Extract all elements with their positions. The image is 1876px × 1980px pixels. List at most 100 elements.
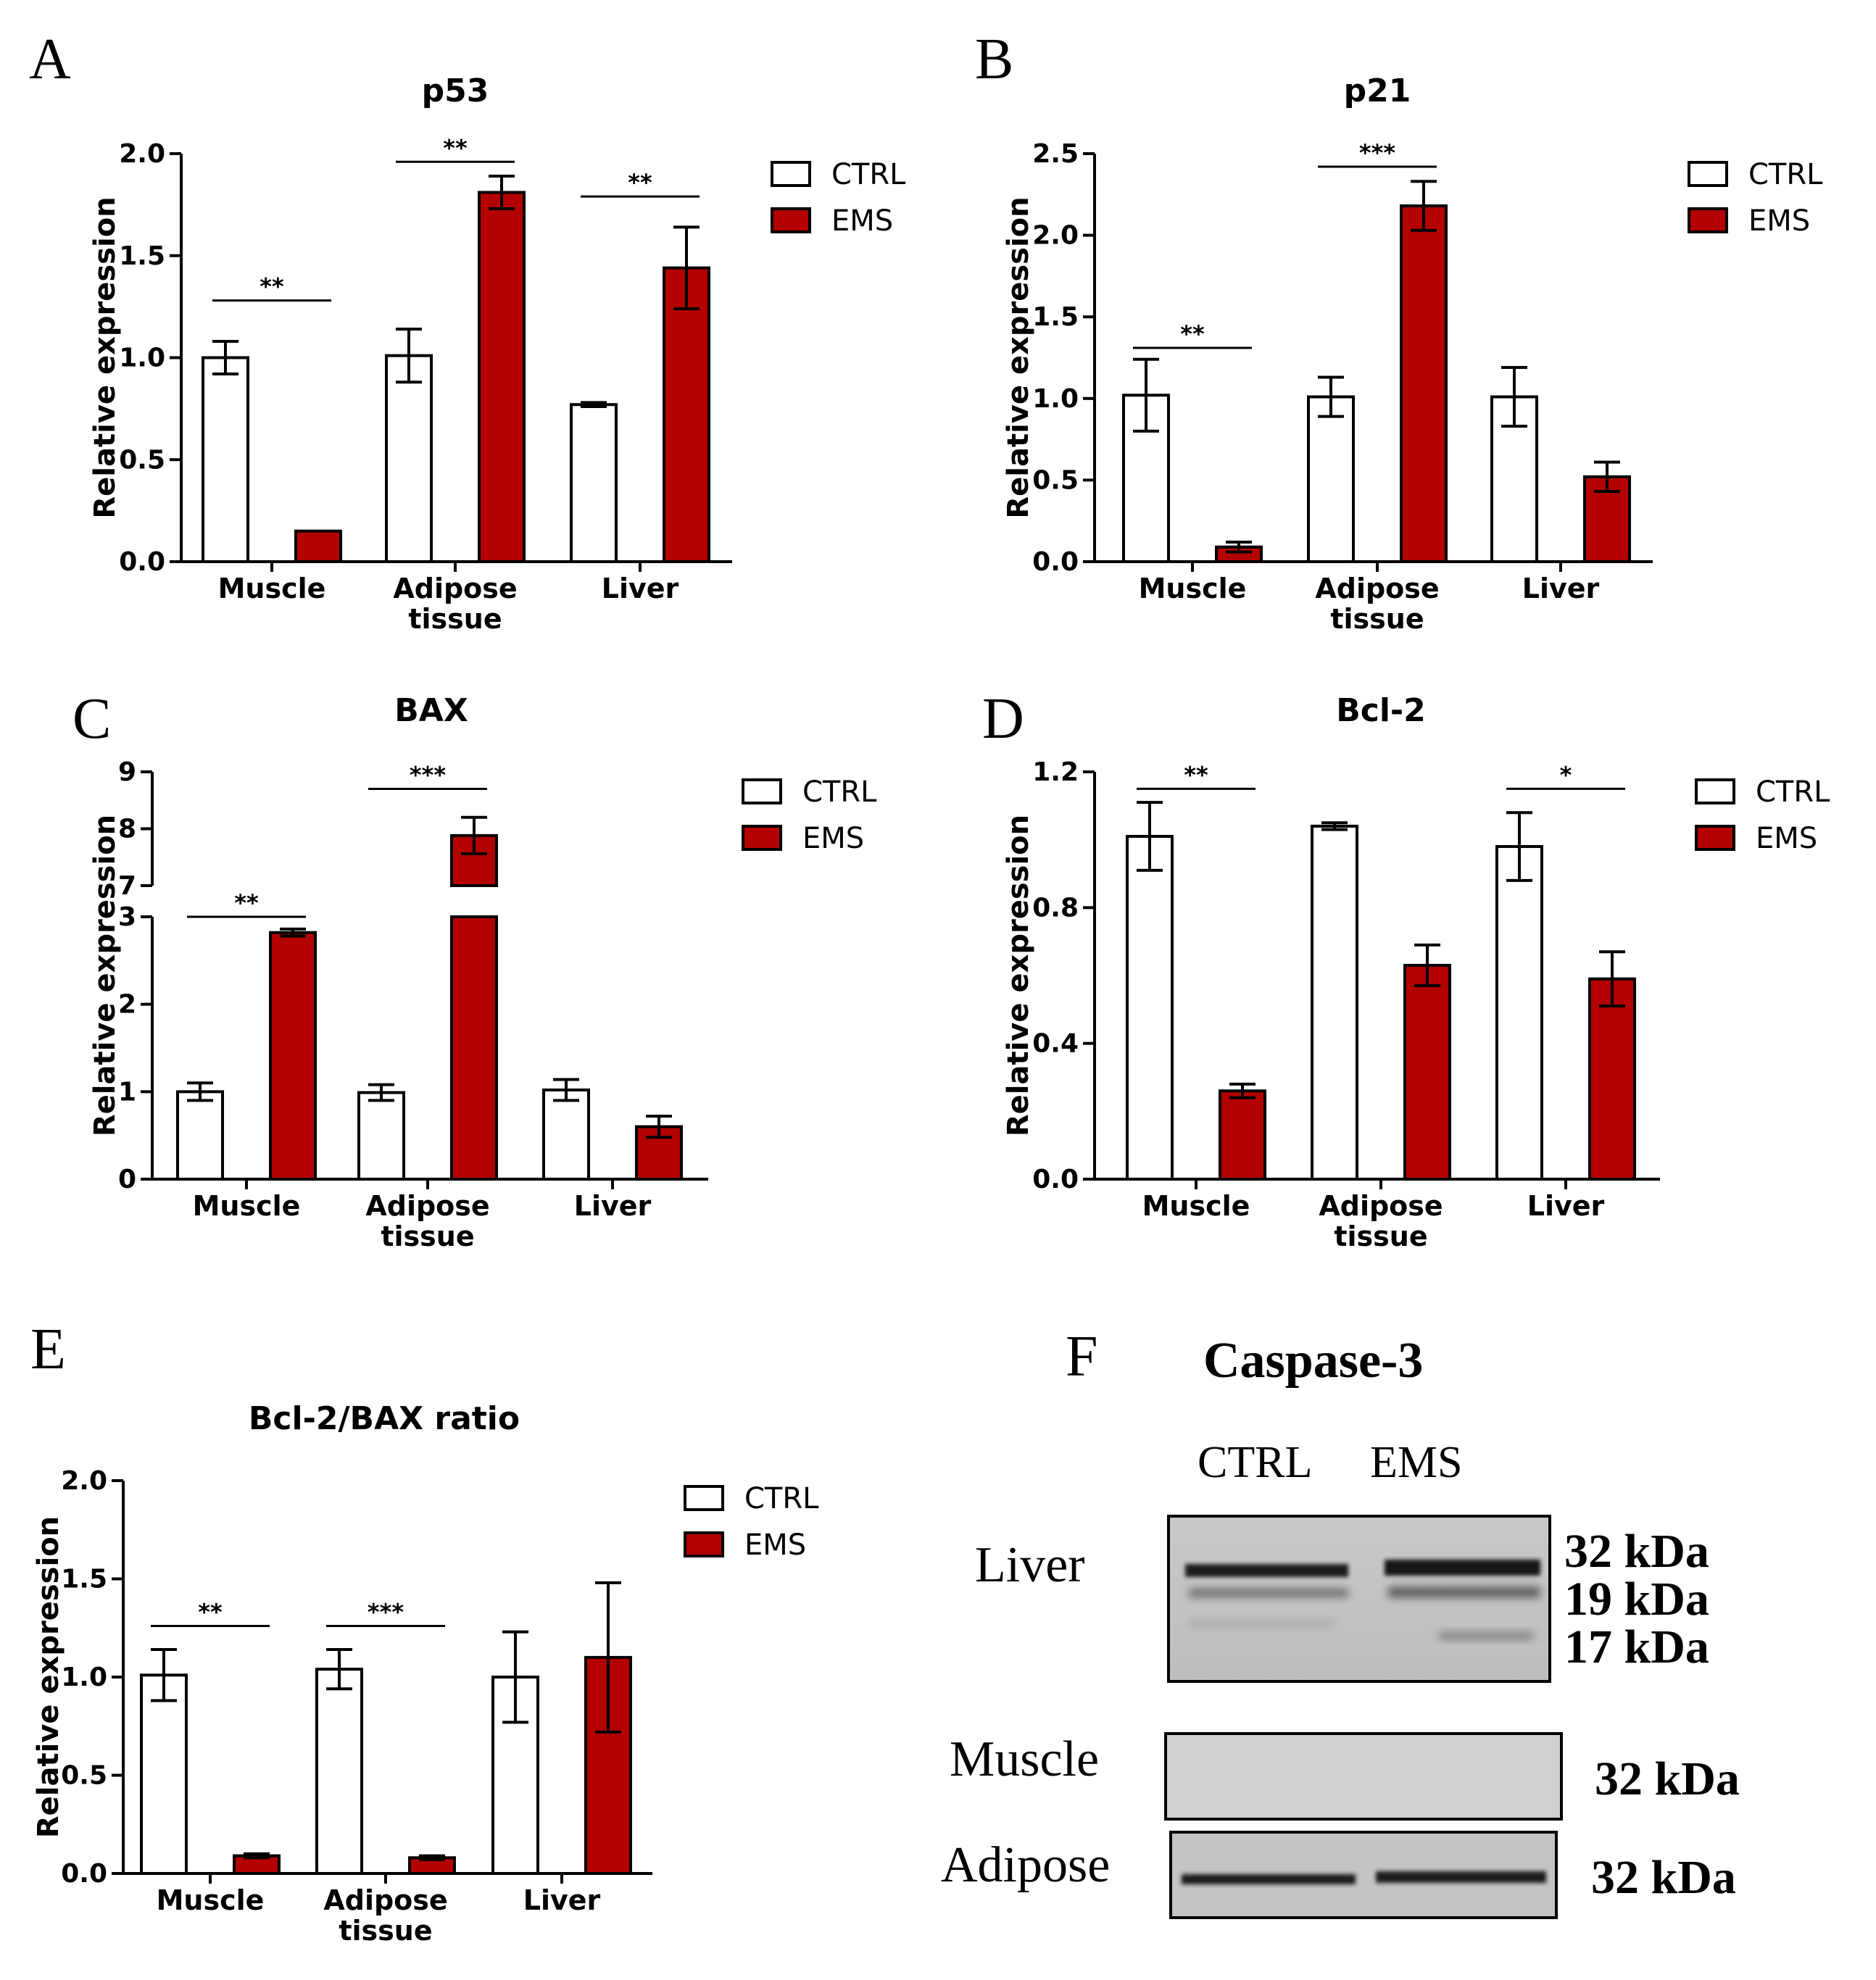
significance-stars: ** [443, 134, 468, 162]
bar-ctrl [140, 1673, 188, 1876]
legend-label-ctrl: CTRL [831, 158, 906, 191]
bar-ctrl [315, 1668, 363, 1875]
legend-label-ems: EMS [802, 822, 864, 855]
blot-band-liver-ctrl-19 [1189, 1589, 1348, 1597]
bar-ctrl [1311, 824, 1358, 1181]
blot-band-liver-ctrl-17 [1189, 1620, 1334, 1627]
blot-membrane-muscle [1164, 1732, 1563, 1821]
bar-ctrl [1495, 845, 1543, 1181]
chart-bcl2-bax-ratio: Bcl-2/BAX ratio Relative expression 0.0 0.5… [32, 1400, 819, 1947]
panel-letter-c: C [72, 687, 111, 751]
y-tick-label: 0.5 [1032, 465, 1079, 495]
y-tick-label: 0.5 [119, 445, 165, 475]
y-tick-label: 2.0 [119, 139, 165, 169]
legend-label-ctrl: CTRL [1748, 158, 1823, 191]
bar-ems [294, 529, 342, 564]
legend-label-ems: EMS [1756, 822, 1817, 855]
x-tick-label: Adipose tissue [323, 1884, 447, 1947]
y-tick-label: 1.5 [61, 1565, 107, 1594]
chart-title: p53 [422, 72, 489, 109]
chart-title: BAX [394, 692, 468, 729]
legend-label-ctrl: CTRL [802, 775, 877, 809]
legend-swatch-ctrl [1688, 161, 1728, 187]
y-tick-label: 1.5 [1032, 302, 1079, 332]
x-tick-label: Muscle [157, 1884, 265, 1916]
bar-ems [1588, 977, 1636, 1181]
x-tick-label: Adipose tissue [365, 1190, 489, 1252]
blot-kda-liver-19: 19 kDa [1564, 1573, 1709, 1626]
panel-letter-d: D [982, 687, 1024, 751]
blot-kda-liver-17: 17 kDa [1564, 1621, 1709, 1673]
bar-ctrl [385, 354, 433, 563]
bar-ems [269, 931, 317, 1181]
x-tick-label: Liver [574, 1190, 652, 1222]
blot-row-muscle: Muscle [950, 1731, 1099, 1787]
y-axis-label: Relative expression [1002, 196, 1035, 518]
y-tick-label: 1 [118, 1077, 136, 1107]
blot-band-liver-ctrl-32 [1185, 1564, 1348, 1577]
legend-swatch-ems [1688, 207, 1728, 233]
bar-ems [663, 266, 710, 563]
blot-row-liver: Liver [975, 1537, 1085, 1593]
y-tick-label: 0.5 [61, 1761, 107, 1791]
blot-row-adipose: Adipose [941, 1837, 1110, 1893]
x-tick-label: Muscle [1139, 573, 1247, 604]
blot-band-liver-ems-17 [1439, 1632, 1533, 1639]
y-tick-label: 0.4 [1032, 1029, 1079, 1059]
bar-ctrl [1307, 395, 1355, 563]
chart-bcl2: Bcl-2 Relative expression 0.0 0.4 0.8 1.2 Musc… [1002, 692, 1830, 1252]
y-tick-label: 0.0 [1032, 1165, 1079, 1194]
significance-stars: ** [628, 169, 652, 196]
bar-ctrl [176, 1090, 224, 1181]
chart-title: Bcl-2/BAX ratio [249, 1400, 520, 1437]
legend-swatch-ems [1695, 825, 1735, 851]
x-tick-label: Liver [523, 1884, 601, 1916]
legend-swatch-ems [684, 1531, 724, 1557]
y-axis-label: Relative expression [88, 815, 122, 1136]
y-tick-label: 0.0 [119, 547, 165, 577]
significance-stars: *** [1359, 139, 1395, 167]
y-tick-label: 1.5 [119, 241, 165, 271]
y-tick-label: 0.8 [1032, 893, 1079, 923]
x-tick-label: Liver [602, 573, 679, 604]
blot-column-ems: EMS [1370, 1438, 1462, 1487]
significance-stars: ** [1184, 761, 1208, 789]
legend-swatch-ctrl [1695, 778, 1735, 804]
y-tick-label: 1.2 [1032, 757, 1079, 787]
y-tick-label: 0.0 [1032, 547, 1079, 577]
x-tick-label: Liver [1522, 573, 1600, 604]
blot-title: Caspase-3 [1203, 1333, 1423, 1389]
x-tick-label: Adipose tissue [1315, 573, 1439, 635]
bar-ems [1219, 1089, 1266, 1181]
bar-ctrl [570, 403, 618, 563]
panel-letter-b: B [975, 28, 1013, 91]
significance-stars: ** [260, 273, 284, 301]
bar-ems [478, 191, 526, 563]
blot-column-ctrl: CTRL [1198, 1438, 1312, 1487]
y-tick-label: 0.0 [61, 1859, 107, 1889]
y-tick-label: 1.0 [119, 344, 165, 373]
x-tick-label: Muscle [218, 573, 326, 604]
blot-band-adipose-ctrl-32 [1182, 1874, 1356, 1884]
blot-kda-liver-32: 32 kDa [1564, 1525, 1709, 1578]
significance-stars: ** [198, 1599, 223, 1626]
blot-kda-adipose-32: 32 kDa [1591, 1851, 1736, 1904]
y-tick-label: 2.0 [61, 1466, 107, 1496]
bar-ems [1400, 204, 1448, 563]
chart-p21: p21 Relative expression 0.0 0.5 1.0 1.5 2.0 2.5… [1002, 72, 1823, 635]
blot-membrane-liver [1167, 1515, 1551, 1683]
legend-label-ctrl: CTRL [1756, 775, 1830, 809]
x-tick-label: Adipose tissue [393, 573, 517, 635]
x-tick-label: Adipose tissue [1319, 1190, 1443, 1252]
legend-swatch-ems [771, 207, 811, 233]
legend-swatch-ctrl [742, 778, 782, 804]
panel-letter-e: E [30, 1318, 66, 1381]
x-tick-label: Muscle [1142, 1190, 1250, 1222]
western-blot-caspase3: Caspase-3 CTRL EMS Liver 32 kDa 19 kDa 1… [941, 1333, 1740, 1919]
y-tick-label: 9 [118, 757, 136, 787]
blot-band-adipose-ems-32 [1376, 1871, 1546, 1883]
legend-label-ems: EMS [744, 1528, 806, 1562]
blot-kda-muscle-32: 32 kDa [1595, 1752, 1740, 1805]
significance-stars: * [1560, 761, 1572, 789]
